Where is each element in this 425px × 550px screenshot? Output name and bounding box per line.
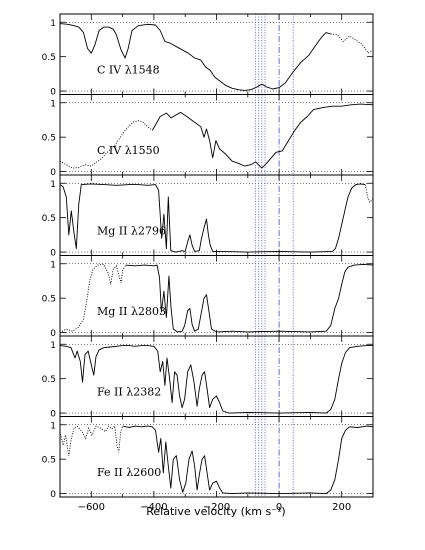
- ion-label: C IV λ1548: [97, 64, 160, 77]
- y-tick-label: 0.5: [42, 53, 56, 63]
- y-tick-label: 1: [50, 341, 56, 351]
- blended-flux-curve: [59, 425, 124, 456]
- y-tick-label: 0.5: [42, 295, 56, 305]
- y-tick-label: 1: [50, 260, 56, 270]
- ion-label: Mg II λ2803: [97, 305, 166, 318]
- panel-5: 0 0.5 1 Fe II λ2382: [42, 335, 374, 420]
- y-tick-label: 0: [50, 168, 56, 178]
- x-axis: −600 −400 −200 0 200: [78, 502, 352, 513]
- x-tick-label: −200: [203, 502, 230, 513]
- flux-curve: [59, 23, 331, 91]
- blended-flux-curve: [59, 120, 153, 169]
- y-tick-label: 0.5: [42, 375, 56, 385]
- panel-6: 0 0.5 1 Fe II λ2600: [42, 416, 374, 500]
- panel-frame: [59, 94, 374, 176]
- ion-label: C IV λ1550: [97, 144, 160, 157]
- ion-label: Fe II λ2382: [97, 386, 161, 399]
- y-tick-label: 1: [50, 99, 56, 109]
- y-tick-label: 0: [50, 329, 56, 339]
- y-tick-label: 0: [50, 410, 56, 420]
- panel-3: 0 0.5 1 Mg II λ2796: [42, 174, 374, 259]
- y-tick-label: 0: [50, 88, 56, 98]
- panel-stack: 0 0.5 1 C IV λ1548 0 0.5 1 C IV λ1550 0 0.5 1 Mg II…: [42, 13, 374, 500]
- flux-curve: [59, 183, 366, 253]
- panel-2: 0 0.5 1 C IV λ1550: [42, 94, 374, 178]
- y-tick-label: 1: [50, 421, 56, 431]
- y-tick-label: 0.5: [42, 134, 56, 144]
- panel-frame: [59, 255, 374, 337]
- blended-flux-curve: [59, 263, 127, 333]
- y-tick-label: 0.5: [42, 456, 56, 466]
- blended-flux-curve: [364, 184, 374, 204]
- x-tick-label: 200: [332, 502, 351, 513]
- x-axis-label: Relative velocity (km s⁻¹): [146, 505, 285, 518]
- y-tick-label: 1: [50, 19, 56, 29]
- panel-frame: [59, 335, 374, 417]
- y-tick-label: 1: [50, 180, 56, 190]
- ion-label: Fe II λ2600: [97, 466, 161, 479]
- panel-frame: [59, 13, 374, 95]
- y-tick-label: 0: [50, 490, 56, 500]
- panel-frame: [59, 174, 374, 256]
- x-tick-label: −600: [78, 502, 105, 513]
- panel-1: 0 0.5 1 C IV λ1548: [42, 13, 374, 98]
- flux-curve: [122, 425, 374, 495]
- y-tick-label: 0: [50, 249, 56, 259]
- flux-curve: [59, 345, 373, 414]
- flux-curve: [151, 103, 374, 169]
- ion-label: Mg II λ2796: [97, 225, 166, 238]
- blended-flux-curve: [330, 33, 374, 54]
- panel-4: 0 0.5 1 Mg II λ2803: [42, 255, 374, 339]
- flux-curve: [125, 263, 374, 333]
- y-tick-label: 0.5: [42, 214, 56, 224]
- x-tick-label: 0: [276, 502, 282, 513]
- x-tick-label: −400: [140, 502, 167, 513]
